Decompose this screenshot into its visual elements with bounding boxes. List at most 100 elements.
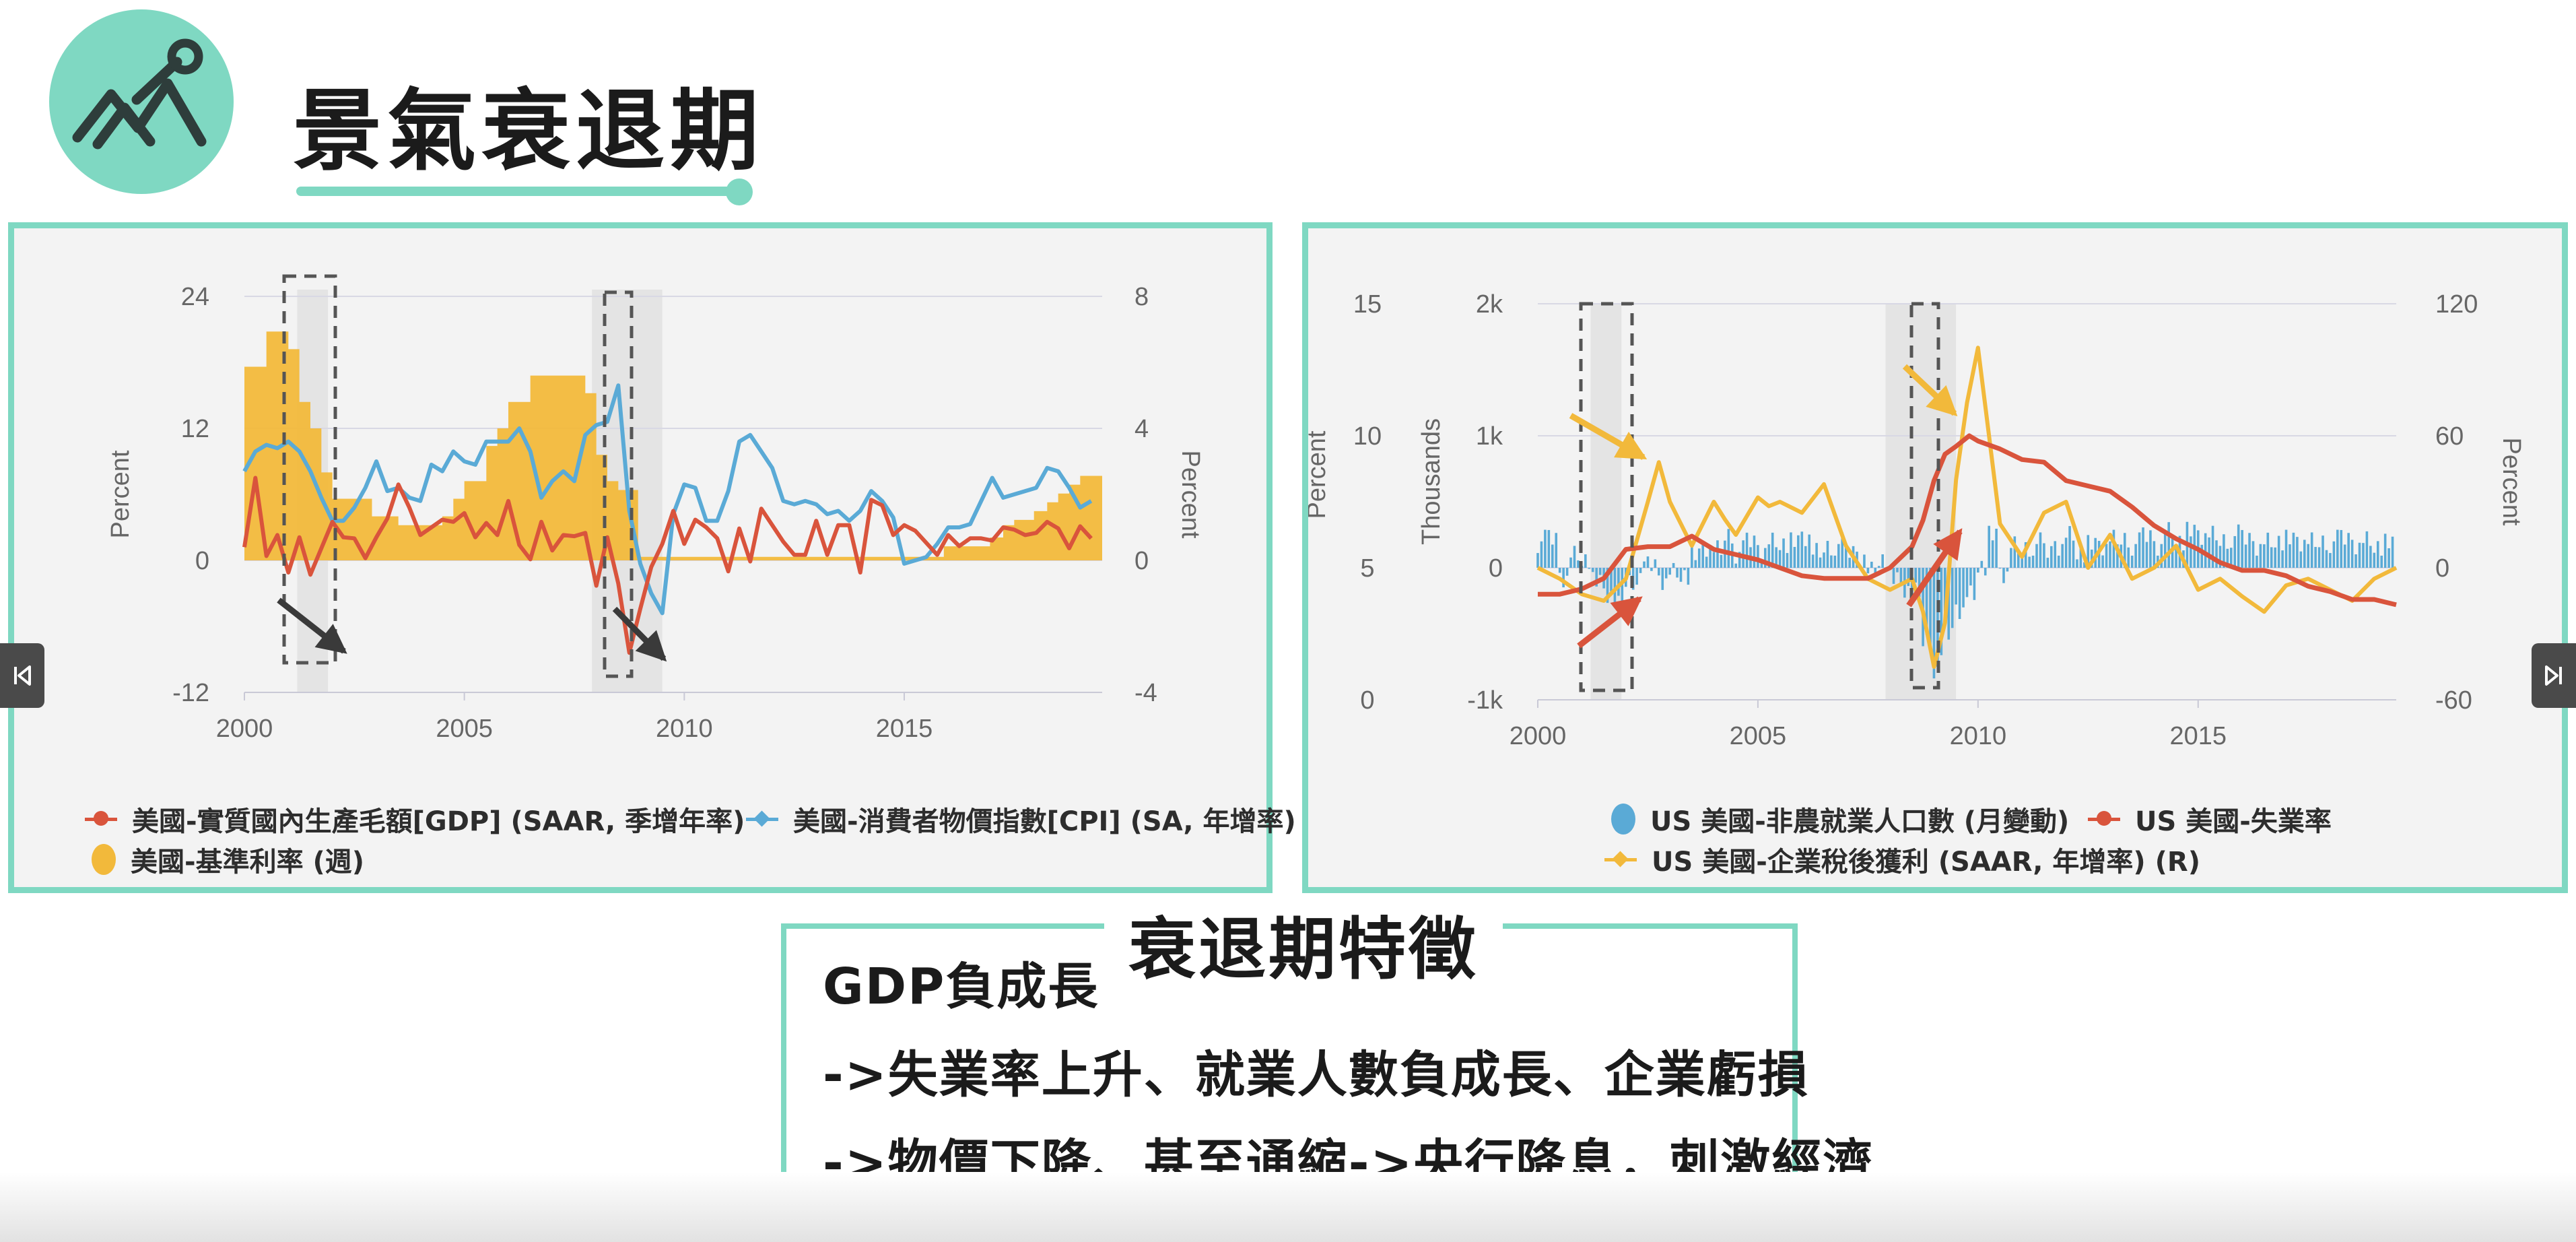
series-bar-payroll [1977,568,1979,573]
series-bar-payroll [2200,544,2204,568]
legend-symbol-payroll [1611,804,1635,835]
series-bar-payroll [2373,552,2376,568]
feature-line: GDP負成長 [823,958,1099,1016]
series-bar-payroll [2149,530,2152,568]
series-bar-payroll [2314,547,2317,568]
series-bar-payroll [2054,541,2057,568]
recession-highlight-box [603,290,634,678]
series-bar-payroll [1562,568,1565,588]
legend-item-unemployment[interactable]: US 美國-失業率 [2088,799,2332,839]
series-bar-payroll [2010,548,2012,568]
series-bar-payroll [2380,555,2383,568]
series-bar-payroll [1573,546,1576,568]
series-bar-payroll [1837,544,1840,568]
x-tick-label: 2010 [656,715,713,743]
legend-symbol-unemployment [2088,811,2120,827]
series-bar-payroll [1606,568,1609,603]
chart-right-svg: 2k 15 120 1k 10 60 0 5 0 -1k 0 -60 2000 2005 2010 2015 P… [1308,290,2526,750]
series-bar-payroll [1866,568,1870,574]
series-bar-payroll [2215,540,2218,568]
series-bar-payroll [1664,568,1668,579]
series-line-gdp [242,476,1093,655]
series-bar-payroll [2259,544,2262,568]
x-tick-label: 2005 [436,715,493,743]
legend-item-payroll[interactable]: US 美國-非農就業人口數 (月變動) [1611,799,2069,839]
series-bar-payroll [2336,529,2339,568]
series-bar-payroll [1936,568,1939,667]
series-bar-payroll [1760,559,1763,568]
series-bar-payroll [2175,547,2177,568]
series-bar-payroll [1540,541,1543,568]
bottom-fade [0,1172,2576,1242]
series-bar-payroll [1679,568,1683,582]
series-bar-payroll [2387,548,2390,568]
legend-item-cpi[interactable]: 美國-消費者物價指數[CPI] (SA, 年增率) [746,799,1296,839]
series-bar-payroll [2376,541,2379,568]
x-tick-label: 2005 [1730,722,1787,750]
series-bar-payroll [2006,568,2009,572]
series-bar-payroll [1995,528,1998,568]
series-bar-payroll [1621,568,1624,611]
legend-symbol-gdp [85,811,117,827]
series-bar-payroll [1804,546,1807,568]
legend-label-payroll: US 美國-非農就業人口數 (月變動) [1650,806,2070,837]
series-line-profits [1536,346,2398,669]
series-bar-payroll [1558,568,1561,573]
series-bar-payroll [1588,568,1591,569]
series-bar-payroll [1800,531,1804,568]
x-tick-label: 2000 [1510,722,1567,750]
y-axis-label-outer: Percent [1308,430,1331,519]
series-bar-payroll [1635,568,1638,585]
series-bar-payroll [2281,550,2284,568]
series-bar-payroll [2241,529,2243,568]
legend-item-gdp[interactable]: 美國-實質國內生產毛額[GDP] (SAAR, 季增年率) [85,799,745,839]
y-tick-right: 60 [2435,422,2464,451]
series-bar-payroll [1738,552,1741,568]
series-line-cpi [242,383,1093,616]
y-tick-right: 120 [2435,290,2478,319]
series-bar-payroll [1705,556,1708,568]
series-bar-payroll [1555,533,1558,568]
series-bar-payroll [2369,546,2372,568]
series-bar-payroll [2101,555,2104,568]
series-bar-payroll [1797,535,1800,568]
series-bar-payroll [1896,568,1899,573]
series-bar-payroll [1734,563,1738,568]
series-bar-payroll [1793,547,1796,568]
series-bar-payroll [1929,568,1932,649]
series-bar-payroll [2340,529,2343,568]
series-bar-payroll [2138,532,2141,568]
series-bar-payroll [1778,550,1782,568]
series-bar-payroll [1819,557,1822,568]
series-bar-payroll [2391,536,2394,568]
series-bar-payroll [2112,529,2115,568]
series-bar-payroll [2064,537,2068,568]
series-bar-payroll [2263,544,2266,568]
series-bar-payroll [1830,555,1833,568]
legend-item-rate[interactable]: 美國-基準利率 (週) [92,840,364,879]
series-bar-payroll [2153,541,2156,568]
series-bar-payroll [1823,552,1825,568]
legend-item-profits[interactable]: US 美國-企業稅後獲利 (SAAR, 年增率) (R) [1604,840,2200,879]
series-bar-payroll [1955,568,1957,605]
series-bar-payroll [2116,544,2119,568]
y-axis-label-left: Percent [106,450,135,538]
series-bar-payroll [1870,561,1873,568]
series-bar-payroll [1940,568,1943,655]
chart-panel-left: 24 8 12 4 0 0 -12 -4 2000 2005 2010 2015 Percent Perc… [8,222,1296,893]
next-slide-button[interactable] [2532,643,2576,708]
series-bar-payroll [2039,532,2042,568]
series-bar-payroll [1914,568,1918,583]
series-bar-payroll [2266,532,2270,568]
y-tick-left: 12 [181,415,209,443]
series-bar-payroll [1544,529,1547,568]
prev-slide-button[interactable] [0,643,44,708]
series-bar-payroll [1617,568,1620,596]
x-tick-label: 2015 [876,715,933,743]
series-bar-payroll [1833,555,1837,568]
series-bar-payroll [1877,566,1880,568]
series-bar-payroll [1709,545,1711,568]
series-bar-payroll [1712,552,1716,568]
y-tick-right: 8 [1134,283,1149,311]
series-bar-payroll [1697,548,1701,568]
